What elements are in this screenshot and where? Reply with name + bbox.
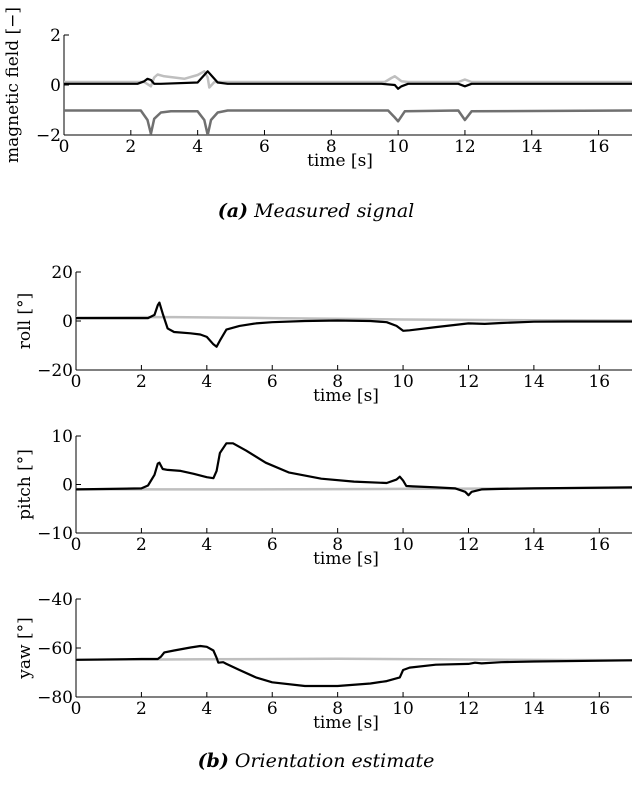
caption-b-text: Orientation estimate <box>234 750 435 772</box>
x-tick-label: 10 <box>392 372 414 392</box>
y-tick-label: −10 <box>37 524 73 544</box>
x-tick-label: 2 <box>125 137 136 157</box>
caption-a-text: Measured signal <box>254 200 415 222</box>
x-tick-label: 8 <box>332 699 343 719</box>
y-tick-label: 20 <box>51 263 73 283</box>
x-tick-label: 6 <box>267 535 278 555</box>
x-tick-label: 16 <box>588 535 610 555</box>
y-tick-label: −2 <box>36 126 61 146</box>
y-axis-label: roll [°] <box>15 293 35 349</box>
x-tick-label: 12 <box>458 372 480 392</box>
x-tick-label: 6 <box>259 137 270 157</box>
x-tick-label: 4 <box>201 535 212 555</box>
x-tick-label: 12 <box>458 535 480 555</box>
x-axis-label: time [s] <box>307 151 373 171</box>
x-tick-label: 0 <box>71 699 82 719</box>
x-tick-label: 10 <box>392 535 414 555</box>
x-tick-label: 8 <box>326 137 337 157</box>
x-tick-label: 0 <box>71 372 82 392</box>
x-tick-label: 2 <box>136 535 147 555</box>
x-axis-label: time [s] <box>313 713 379 733</box>
y-axis-label: yaw [°] <box>15 617 35 679</box>
series-line-3 <box>64 109 632 135</box>
x-tick-label: 14 <box>523 535 545 555</box>
series-line-2 <box>76 657 632 662</box>
y-tick-label: 0 <box>62 476 73 496</box>
y-tick-label: −20 <box>37 361 73 381</box>
y-tick-label: −60 <box>37 639 73 659</box>
series-line-1 <box>64 70 632 90</box>
series-line-1 <box>76 301 632 348</box>
chart-yaw: 0 2 4 6 8 10 12 14 16 −80 −60 −40 time [s] yaw [°] <box>15 590 632 733</box>
x-tick-label: 6 <box>267 372 278 392</box>
y-axis-label: pitch [°] <box>15 449 35 520</box>
caption-a-tag: (a) <box>217 200 249 222</box>
x-tick-label: 4 <box>192 137 203 157</box>
x-tick-label: 10 <box>392 699 414 719</box>
x-tick-label: 2 <box>136 699 147 719</box>
x-tick-label: 8 <box>332 372 343 392</box>
y-tick-label: 0 <box>50 76 61 96</box>
x-tick-label: 12 <box>458 699 480 719</box>
y-tick-label: 2 <box>50 26 61 46</box>
caption-b: (b) Orientation estimate <box>0 750 632 772</box>
x-tick-label: 6 <box>267 699 278 719</box>
x-axis-label: time [s] <box>313 386 379 406</box>
caption-b-tag: (b) <box>197 750 229 772</box>
x-tick-label: 0 <box>59 137 70 157</box>
series-line-1 <box>76 442 632 497</box>
series-line-2 <box>64 70 632 89</box>
y-tick-label: 0 <box>62 312 73 332</box>
x-tick-label: 14 <box>523 699 545 719</box>
x-tick-label: 10 <box>387 137 409 157</box>
x-tick-label: 14 <box>521 137 543 157</box>
y-tick-label: −80 <box>37 688 73 708</box>
y-axis-label: magnetic field [−] <box>3 7 23 163</box>
x-tick-label: 0 <box>71 535 82 555</box>
x-tick-label: 4 <box>201 372 212 392</box>
x-tick-label: 2 <box>136 372 147 392</box>
x-tick-label: 4 <box>201 699 212 719</box>
x-tick-label: 14 <box>523 372 545 392</box>
caption-a: (a) Measured signal <box>0 200 632 222</box>
x-tick-label: 8 <box>332 535 343 555</box>
x-tick-label: 16 <box>588 372 610 392</box>
y-tick-label: 10 <box>51 427 73 447</box>
x-tick-label: 16 <box>588 137 610 157</box>
series-line-1 <box>76 644 632 688</box>
x-tick-label: 12 <box>454 137 476 157</box>
y-tick-label: −40 <box>37 590 73 610</box>
x-axis-label: time [s] <box>313 549 379 569</box>
x-tick-label: 16 <box>588 699 610 719</box>
